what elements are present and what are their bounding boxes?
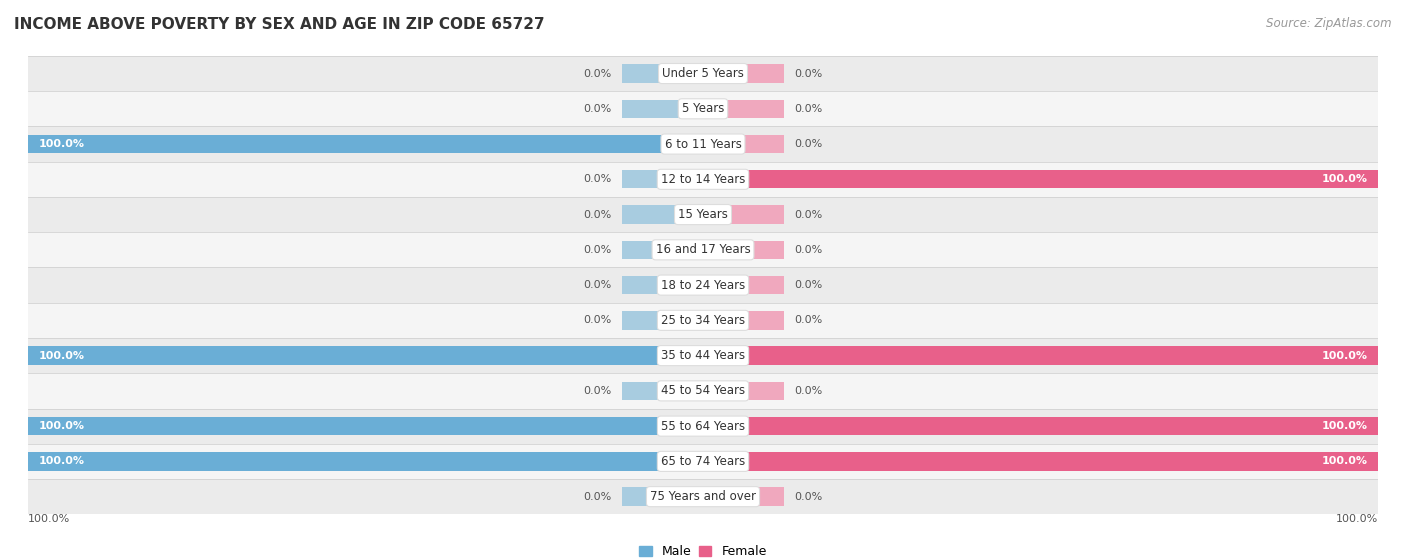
Bar xyxy=(621,382,703,400)
Bar xyxy=(28,347,703,365)
Text: 100.0%: 100.0% xyxy=(38,421,84,431)
Text: 100.0%: 100.0% xyxy=(1336,514,1378,524)
Text: 0.0%: 0.0% xyxy=(794,104,823,114)
Text: 65 to 74 Years: 65 to 74 Years xyxy=(661,455,745,468)
Text: 0.0%: 0.0% xyxy=(583,386,612,396)
Bar xyxy=(28,303,1378,338)
Text: 100.0%: 100.0% xyxy=(1322,456,1368,466)
Bar xyxy=(621,311,703,329)
Text: 100.0%: 100.0% xyxy=(38,456,84,466)
Bar xyxy=(703,170,1378,188)
Text: 0.0%: 0.0% xyxy=(583,69,612,78)
Bar xyxy=(703,417,1378,435)
Bar xyxy=(703,64,785,83)
Text: 100.0%: 100.0% xyxy=(1322,421,1368,431)
Text: 45 to 54 Years: 45 to 54 Years xyxy=(661,385,745,397)
Text: 12 to 14 Years: 12 to 14 Years xyxy=(661,173,745,186)
Text: 0.0%: 0.0% xyxy=(583,104,612,114)
Text: 0.0%: 0.0% xyxy=(583,210,612,220)
Text: 35 to 44 Years: 35 to 44 Years xyxy=(661,349,745,362)
Text: 0.0%: 0.0% xyxy=(583,174,612,184)
Text: 0.0%: 0.0% xyxy=(794,280,823,290)
Bar xyxy=(621,170,703,188)
Text: Source: ZipAtlas.com: Source: ZipAtlas.com xyxy=(1267,17,1392,30)
Bar xyxy=(621,205,703,224)
Bar xyxy=(28,126,1378,162)
Bar xyxy=(28,479,1378,514)
Text: 100.0%: 100.0% xyxy=(28,514,70,524)
Bar xyxy=(703,311,785,329)
Text: 0.0%: 0.0% xyxy=(794,69,823,78)
Text: 5 Years: 5 Years xyxy=(682,102,724,115)
Text: 0.0%: 0.0% xyxy=(794,492,823,501)
Text: 0.0%: 0.0% xyxy=(794,210,823,220)
Bar xyxy=(621,276,703,294)
Bar xyxy=(28,135,703,153)
Text: 100.0%: 100.0% xyxy=(38,139,84,149)
Bar xyxy=(28,444,1378,479)
Bar xyxy=(703,452,1378,471)
Bar xyxy=(621,64,703,83)
Text: Under 5 Years: Under 5 Years xyxy=(662,67,744,80)
Bar xyxy=(28,373,1378,409)
Text: 0.0%: 0.0% xyxy=(794,139,823,149)
Bar xyxy=(28,91,1378,126)
Text: 55 to 64 Years: 55 to 64 Years xyxy=(661,420,745,433)
Bar xyxy=(28,162,1378,197)
Text: 0.0%: 0.0% xyxy=(794,386,823,396)
Text: 0.0%: 0.0% xyxy=(583,245,612,255)
Text: 6 to 11 Years: 6 to 11 Years xyxy=(665,138,741,150)
Bar xyxy=(703,382,785,400)
Text: 18 to 24 Years: 18 to 24 Years xyxy=(661,278,745,292)
Text: 100.0%: 100.0% xyxy=(38,350,84,361)
Text: 0.0%: 0.0% xyxy=(583,315,612,325)
Text: 100.0%: 100.0% xyxy=(1322,174,1368,184)
Bar xyxy=(28,417,703,435)
Bar xyxy=(703,100,785,118)
Bar xyxy=(621,487,703,506)
Text: 25 to 34 Years: 25 to 34 Years xyxy=(661,314,745,327)
Text: 16 and 17 Years: 16 and 17 Years xyxy=(655,243,751,257)
Text: 75 Years and over: 75 Years and over xyxy=(650,490,756,503)
Bar xyxy=(28,197,1378,232)
Bar xyxy=(703,347,1378,365)
Text: INCOME ABOVE POVERTY BY SEX AND AGE IN ZIP CODE 65727: INCOME ABOVE POVERTY BY SEX AND AGE IN Z… xyxy=(14,17,544,32)
Bar xyxy=(28,409,1378,444)
Bar xyxy=(703,276,785,294)
Bar xyxy=(28,267,1378,303)
Bar xyxy=(703,487,785,506)
Bar xyxy=(28,452,703,471)
Bar xyxy=(621,241,703,259)
Legend: Male, Female: Male, Female xyxy=(634,540,772,559)
Bar xyxy=(28,338,1378,373)
Bar xyxy=(621,100,703,118)
Text: 0.0%: 0.0% xyxy=(583,492,612,501)
Text: 15 Years: 15 Years xyxy=(678,208,728,221)
Text: 0.0%: 0.0% xyxy=(583,280,612,290)
Text: 0.0%: 0.0% xyxy=(794,315,823,325)
Bar xyxy=(28,232,1378,267)
Bar xyxy=(703,241,785,259)
Bar xyxy=(703,135,785,153)
Text: 100.0%: 100.0% xyxy=(1322,350,1368,361)
Text: 0.0%: 0.0% xyxy=(794,245,823,255)
Bar xyxy=(28,56,1378,91)
Bar xyxy=(703,205,785,224)
